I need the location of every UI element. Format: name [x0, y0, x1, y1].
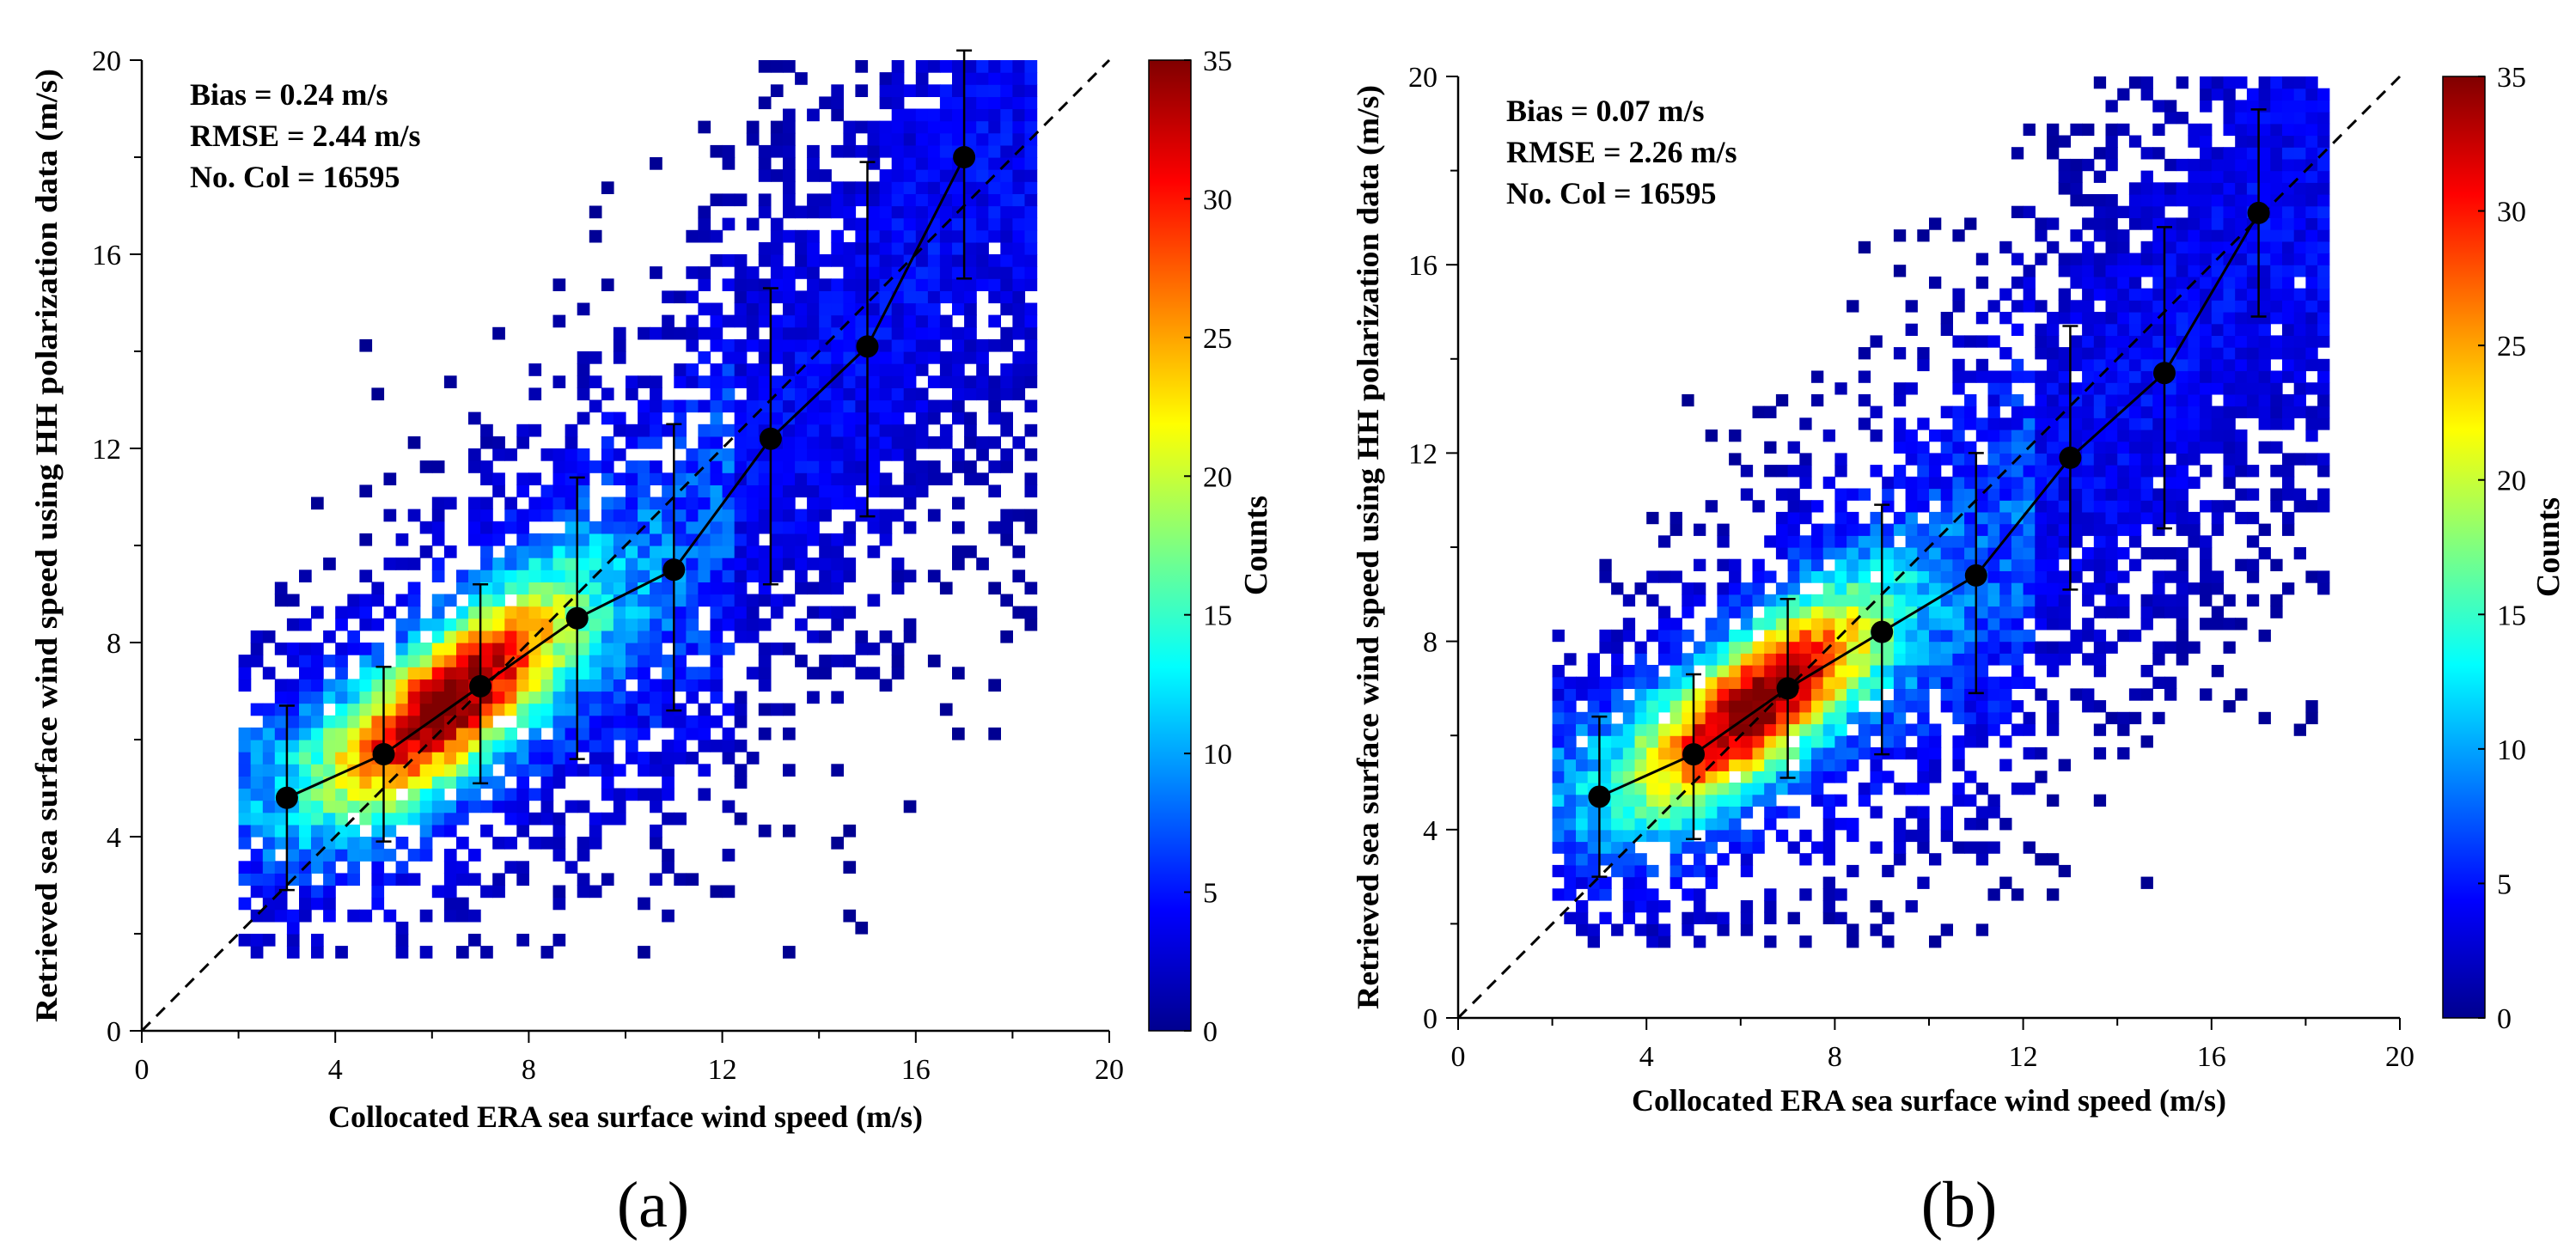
stats-line: No. Col = 16595 — [1506, 176, 1717, 210]
colorbar-tick-label: 20 — [2497, 466, 2526, 497]
chart-panel-b: 0 4 8 12 16 20 0 4 8 12 16 20 Collocated ERA sea sur… — [1351, 62, 2567, 1241]
binned-mean-point — [2059, 446, 2082, 469]
colorbar-tick-label: 0 — [2497, 1003, 2512, 1035]
binned-mean-point — [1964, 564, 1987, 587]
colorbar-tick-label: 25 — [2497, 331, 2526, 363]
colorbar-tick-label: 15 — [2497, 600, 2526, 631]
y-tick-label: 4 — [1423, 815, 1438, 847]
binned-mean-point — [1871, 620, 1894, 643]
stats-line: Bias = 0.07 m/s — [1506, 94, 1705, 128]
panel-label: (a) — [617, 1169, 689, 1241]
binned-mean-point — [275, 786, 298, 809]
x-tick-label: 12 — [708, 1054, 737, 1086]
colorbar-gradient — [2442, 76, 2486, 1019]
colorbar-tick-label: 35 — [2497, 62, 2526, 94]
colorbar-tick-label: 35 — [1203, 46, 1232, 77]
colorbar-gradient — [1148, 59, 1192, 1032]
colorbar-tick-label: 30 — [2497, 197, 2526, 228]
binned-mean-point — [2153, 362, 2176, 385]
binned-mean-point — [2247, 201, 2270, 224]
colorbar-tick-label: 10 — [1203, 739, 1232, 771]
x-tick-label: 16 — [901, 1054, 931, 1086]
binned-mean-point — [856, 335, 879, 358]
x-tick-label: 4 — [328, 1054, 343, 1086]
binned-mean-line — [1598, 212, 2260, 798]
y-tick-label: 20 — [1408, 62, 1438, 94]
colorbar-label: Counts — [2530, 497, 2567, 597]
y-tick-label: 0 — [107, 1016, 121, 1048]
x-tick-label: 0 — [1451, 1041, 1466, 1073]
colorbar-tick-label: 5 — [2497, 868, 2512, 900]
x-tick-label: 0 — [135, 1054, 150, 1086]
colorbar-label: Counts — [1238, 496, 1274, 595]
colorbar-tick-label: 30 — [1203, 184, 1232, 216]
binned-mean-point — [1588, 785, 1611, 808]
y-tick-label: 8 — [1423, 627, 1438, 659]
colorbar-tick-label: 5 — [1203, 878, 1218, 910]
x-axis-label: Collocated ERA sea surface wind speed (m… — [328, 1100, 923, 1134]
y-tick-label: 0 — [1423, 1003, 1438, 1035]
binned-mean-point — [469, 674, 492, 698]
one-to-one-reference-line — [140, 58, 1111, 1033]
x-tick-label: 20 — [2385, 1041, 2414, 1073]
x-tick-label: 12 — [2009, 1041, 2038, 1073]
y-tick-label: 4 — [107, 822, 121, 854]
y-tick-label: 12 — [92, 434, 121, 466]
colorbar-tick-label: 25 — [1203, 323, 1232, 355]
chart-panel-a: 0 4 8 12 16 20 0 4 8 12 16 20 Collocated ERA sea sur… — [29, 46, 1274, 1241]
binned-mean-line — [286, 156, 966, 800]
y-tick-label: 16 — [92, 240, 121, 271]
binned-mean-point — [565, 606, 589, 630]
y-tick-label: 20 — [92, 46, 121, 77]
x-tick-label: 4 — [1639, 1041, 1654, 1073]
y-tick-label: 16 — [1408, 250, 1438, 282]
colorbar-tick-label: 20 — [1203, 461, 1232, 493]
colorbar: 0 5 10 15 20 25 30 35 Counts — [2442, 62, 2567, 1035]
y-tick-label: 12 — [1408, 438, 1438, 470]
stats-line: RMSE = 2.26 m/s — [1506, 135, 1737, 169]
x-tick-label: 16 — [2197, 1041, 2226, 1073]
y-axis-label: Retrieved sea surface wind speed using H… — [1351, 85, 1385, 1009]
colorbar-tick-label: 15 — [1203, 600, 1232, 632]
binned-mean-point — [953, 146, 976, 168]
y-tick-label: 8 — [107, 628, 121, 660]
x-axis-label: Collocated ERA sea surface wind speed (m… — [1632, 1083, 2226, 1118]
colorbar-tick-label: 10 — [2497, 734, 2526, 766]
colorbar: 0 5 10 15 20 25 30 35 Counts — [1148, 46, 1274, 1048]
one-to-one-reference-line — [1456, 75, 2402, 1020]
x-tick-label: 8 — [522, 1054, 536, 1086]
binned-mean-point — [1682, 743, 1705, 766]
density-heatmap — [1552, 76, 2330, 948]
binned-mean-point — [372, 742, 395, 765]
stats-line: Bias = 0.24 m/s — [190, 77, 388, 112]
panel-label: (b) — [1921, 1169, 1998, 1241]
stats-line: No. Col = 16595 — [190, 160, 400, 194]
x-tick-label: 20 — [1095, 1054, 1124, 1086]
y-axis-label: Retrieved sea surface wind speed using H… — [29, 69, 64, 1022]
density-heatmap — [238, 60, 1038, 959]
stats-line: RMSE = 2.44 m/s — [190, 119, 421, 153]
binned-mean-point — [1776, 677, 1799, 700]
x-tick-label: 8 — [1828, 1041, 1842, 1073]
binned-mean-point — [662, 558, 686, 582]
binned-mean-point — [759, 427, 782, 450]
colorbar-tick-label: 0 — [1203, 1016, 1218, 1048]
